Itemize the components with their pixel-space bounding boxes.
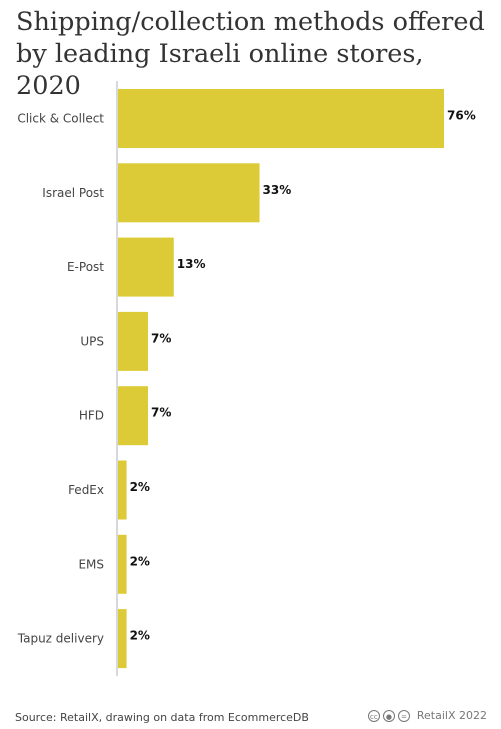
value-label-3: 7% xyxy=(151,331,171,345)
nd-icon: = xyxy=(397,709,410,722)
bar-0 xyxy=(118,89,444,148)
credit: cc ● = RetailX 2022 xyxy=(367,709,487,722)
value-label-5: 2% xyxy=(130,480,150,494)
value-label-7: 2% xyxy=(130,629,150,643)
category-label-2: E-Post xyxy=(67,260,104,274)
source-note: Source: RetailX, drawing on data from Ec… xyxy=(15,711,309,724)
chart-title: Shipping/collection methods offered by l… xyxy=(16,7,485,101)
value-label-1: 33% xyxy=(263,183,292,197)
category-label-7: Tapuz delivery xyxy=(17,632,104,646)
value-label-2: 13% xyxy=(177,257,206,271)
bar-1 xyxy=(118,163,260,223)
value-label-0: 76% xyxy=(447,109,476,123)
bars-group: Click & Collect 76% Israel Post 33% E-Post 13… xyxy=(17,89,476,669)
bar-3 xyxy=(118,311,149,371)
cc-icon: cc xyxy=(367,709,380,722)
category-label-0: Click & Collect xyxy=(17,112,104,126)
category-label-6: EMS xyxy=(78,557,104,571)
bar-6 xyxy=(118,534,127,594)
category-label-3: UPS xyxy=(80,334,104,348)
bar-5 xyxy=(118,460,127,520)
bar-4 xyxy=(118,386,149,446)
category-label-4: HFD xyxy=(79,409,104,423)
bar-7 xyxy=(118,609,127,669)
bar-2 xyxy=(118,237,174,297)
value-label-6: 2% xyxy=(130,554,150,568)
credit-text: RetailX 2022 xyxy=(416,709,487,722)
value-label-4: 7% xyxy=(151,406,171,420)
category-label-5: FedEx xyxy=(68,483,104,497)
by-icon: ● xyxy=(382,709,395,722)
category-label-1: Israel Post xyxy=(42,186,104,200)
